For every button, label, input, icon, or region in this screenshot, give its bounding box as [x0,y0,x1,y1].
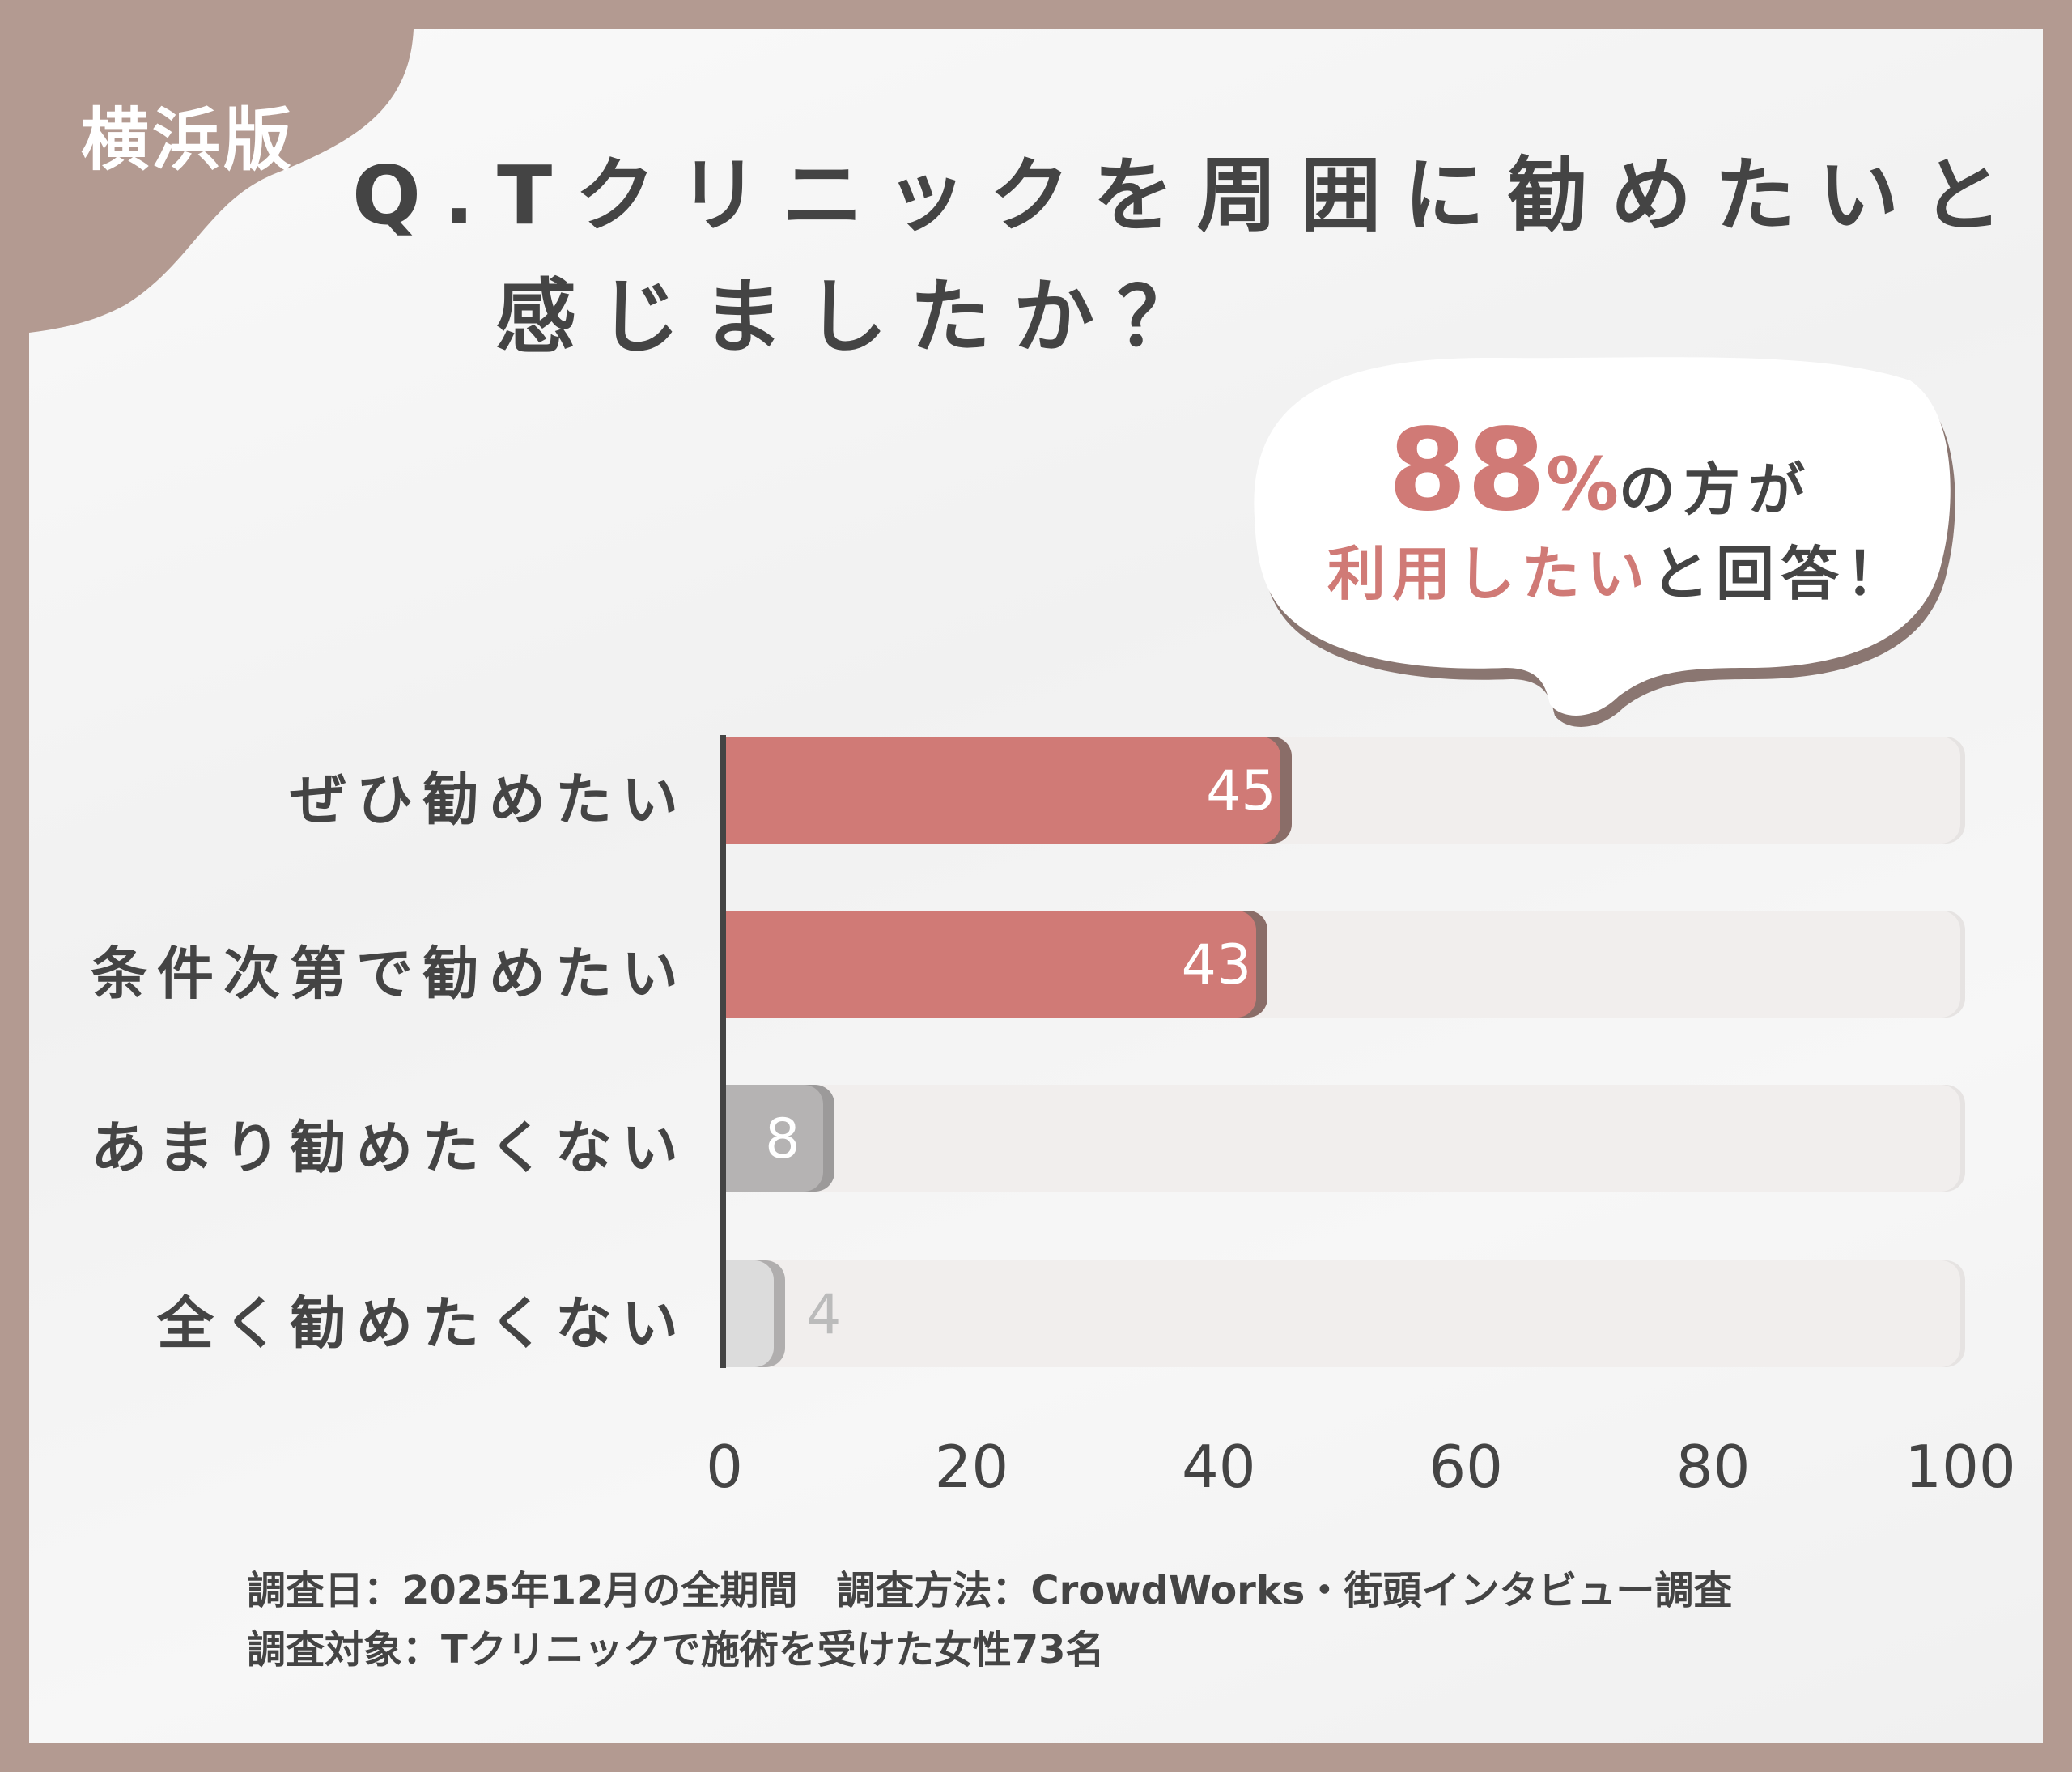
footer-line1: 調査日：2025年12月の全期間 調査方法：CrowdWorks・街頭インタビュ… [247,1568,1733,1613]
category-label: 条件次第で勧めたい [91,941,688,1007]
bar [724,1260,775,1367]
category-label: ぜひ勧めたい [290,767,688,833]
footer-line2: 調査対象：Tクリニックで施術を受けた女性73名 [247,1627,1105,1672]
value-label: 4 [806,1283,842,1347]
x-tick-label: 0 [706,1433,743,1501]
bar-track [724,1260,1960,1367]
region-tag: 横浜版 [81,100,295,180]
x-tick-label: 100 [1904,1433,2016,1501]
infographic-panel: 横浜版 [29,29,2043,1743]
x-tick-label: 80 [1675,1433,1751,1501]
x-tick-label: 40 [1181,1433,1256,1501]
callout-percent: 88 [1388,405,1546,537]
category-label: 全く勧めたくない [157,1290,688,1357]
callout-line2: 利用したいと回答！ [1327,526,1910,611]
callout-line1: 88%の方が [1388,405,1813,537]
bar [724,1085,824,1192]
value-label: 43 [1181,933,1252,997]
question-title-line2: 感じましたか？ [495,270,1221,364]
callout-line2-rest: と回答！ [1651,540,1911,608]
value-label: 45 [1206,759,1276,823]
speech-bubble [1254,357,1955,727]
bar [724,737,1281,844]
bar [724,911,1256,1018]
value-label: 8 [765,1107,800,1171]
question-title-line1: Q.Tクリニックを周囲に勧めたいと [352,148,2026,243]
callout-highlight: 利用したい [1327,540,1652,608]
y-axis-line [720,735,726,1368]
corner-tag-shape [29,29,414,333]
x-tick-label: 60 [1429,1433,1503,1501]
callout-line1-rest: の方が [1619,457,1814,523]
callout-percent-sign: % [1545,442,1620,527]
x-tick-label: 20 [934,1433,1009,1501]
bar-track [724,1085,1960,1192]
category-label: あまり勧めたくない [91,1115,688,1181]
